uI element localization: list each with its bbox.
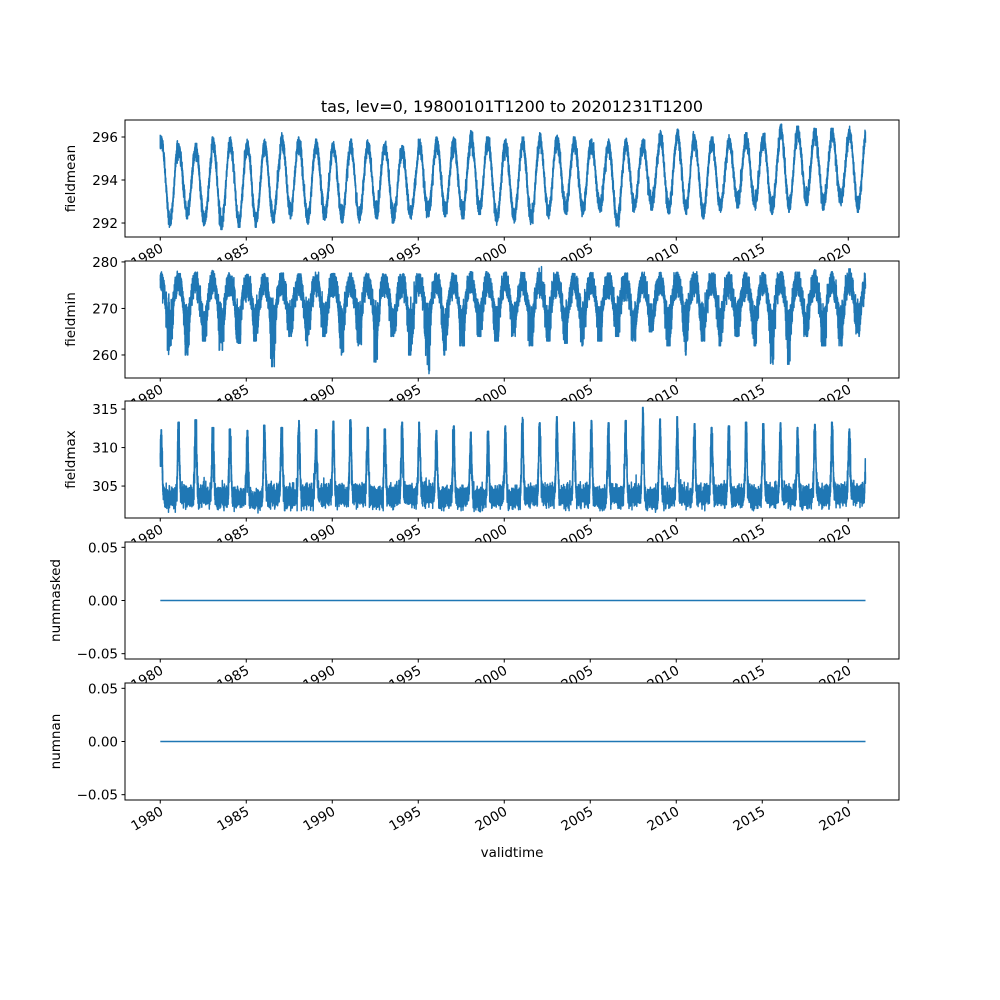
y-tick-label: 280: [92, 255, 118, 271]
y-tick-label: 0.05: [88, 681, 118, 697]
y-tick-label: 296: [92, 130, 118, 146]
axes-frame: [124, 260, 900, 379]
y-axis-label: numnan: [48, 714, 64, 770]
y-tick-label: 0.00: [88, 594, 118, 610]
y-tick-label: 0.05: [88, 540, 118, 556]
y-tick-label: 294: [92, 173, 118, 189]
axes-frame: [124, 119, 900, 238]
axes-frame: [124, 400, 900, 519]
y-axis-label: fieldmax: [63, 430, 79, 489]
y-axis-label: fieldmin: [63, 292, 79, 347]
y-tick-label: 270: [92, 301, 118, 317]
y-tick-label: 315: [92, 402, 118, 418]
y-tick-label: 260: [92, 348, 118, 364]
y-tick-label: 0.00: [88, 735, 118, 751]
y-tick-label: −0.05: [77, 647, 118, 663]
fieldmin-series-line: [159, 265, 867, 375]
y-axis-label: fieldmean: [63, 145, 79, 212]
x-axis-label: validtime: [481, 845, 544, 861]
chart-title: tas, lev=0, 19800101T1200 to 20201231T12…: [321, 97, 703, 116]
y-axis-label: nummasked: [48, 559, 64, 642]
y-tick-label: 292: [92, 216, 118, 232]
y-tick-label: 305: [92, 479, 118, 495]
fieldmax-series-line: [159, 406, 867, 514]
y-tick-label: 310: [92, 441, 118, 457]
fieldmean-series-line: [159, 123, 867, 231]
y-tick-label: −0.05: [77, 788, 118, 804]
